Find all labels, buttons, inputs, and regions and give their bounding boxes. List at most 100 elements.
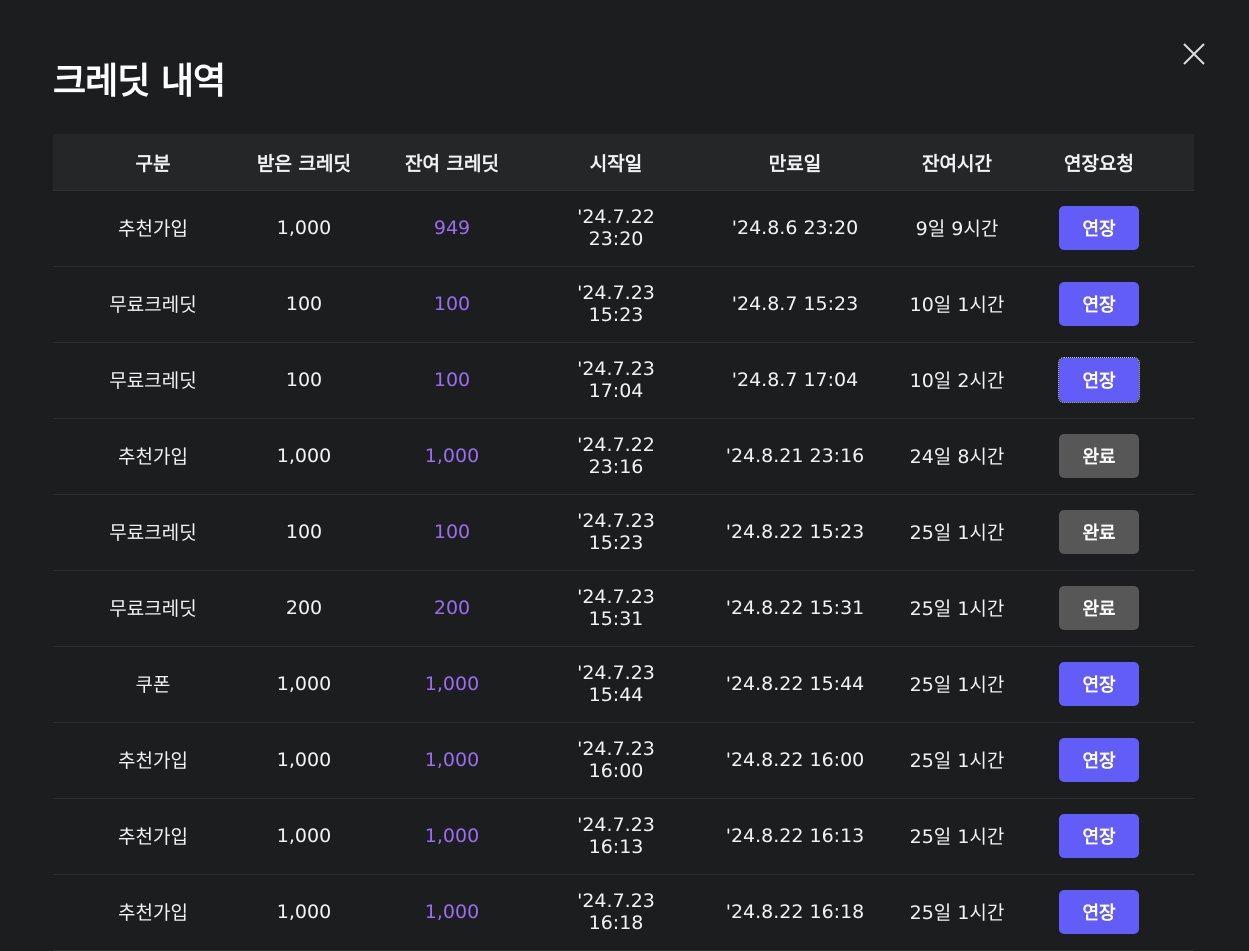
credit-table: 구분 받은 크레딧 잔여 크레딧 시작일 만료일 잔여시간 연장요청 추천가입 1… xyxy=(53,134,1194,951)
received-cell: 100 xyxy=(285,292,323,315)
remaining-cell: 100 xyxy=(433,520,471,543)
column-header-received: 받은 크레딧 xyxy=(256,152,351,175)
close-icon xyxy=(1183,43,1205,65)
start-date-cell: '24.7.23 16:00 xyxy=(577,737,655,782)
extend-button[interactable]: 연장 xyxy=(1059,281,1139,326)
column-header-time-left: 잔여시간 xyxy=(922,152,992,175)
end-date-cell: '24.8.22 15:23 xyxy=(725,520,865,543)
remaining-cell: 1,000 xyxy=(424,748,480,771)
end-date-cell: '24.8.7 15:23 xyxy=(731,292,859,315)
extend-button[interactable]: 연장 xyxy=(1058,356,1140,403)
end-date-cell: '24.8.22 15:44 xyxy=(725,672,865,695)
received-cell: 1,000 xyxy=(276,900,332,923)
table-row: 무료크레딧 100 100 '24.7.23 15:23 '24.8.7 15:23 10… xyxy=(53,267,1194,343)
table-row: 추천가입 1,000 949 '24.7.22 23:20 '24.8.6 23:20 9… xyxy=(53,191,1194,267)
received-cell: 1,000 xyxy=(276,444,332,467)
action-cell: 연장 xyxy=(1007,661,1191,706)
end-date-cell: '24.8.21 23:16 xyxy=(725,444,865,467)
table-row: 추천가입 1,000 1,000 '24.7.23 16:00 '24.8.22 16:… xyxy=(53,723,1194,799)
action-cell: 연장 xyxy=(1007,737,1191,782)
done-button[interactable]: 완료 xyxy=(1059,585,1139,630)
action-cell: 완료 xyxy=(1007,509,1191,554)
start-date-cell: '24.7.23 15:44 xyxy=(577,661,655,706)
table-row: 무료크레딧 100 100 '24.7.23 15:23 '24.8.22 15:23 2… xyxy=(53,495,1194,571)
type-cell: 추천가입 xyxy=(118,826,188,848)
column-header-remaining: 잔여 크레딧 xyxy=(404,152,499,175)
start-date-cell: '24.7.23 15:23 xyxy=(577,509,655,554)
type-cell: 추천가입 xyxy=(118,218,188,240)
type-cell: 무료크레딧 xyxy=(109,370,197,392)
table-row: 무료크레딧 100 100 '24.7.23 17:04 '24.8.7 17:04 10… xyxy=(53,343,1194,419)
start-date-cell: '24.7.22 23:16 xyxy=(577,433,655,478)
type-cell: 추천가입 xyxy=(118,446,188,468)
start-date-cell: '24.7.23 17:04 xyxy=(577,357,655,402)
start-date-cell: '24.7.23 16:18 xyxy=(577,889,655,934)
extend-button[interactable]: 연장 xyxy=(1059,661,1139,706)
action-cell: 연장 xyxy=(1007,356,1191,403)
close-button[interactable] xyxy=(1180,40,1208,68)
start-date-cell: '24.7.23 15:23 xyxy=(577,281,655,326)
action-cell: 연장 xyxy=(1007,889,1191,934)
received-cell: 1,000 xyxy=(276,216,332,239)
start-date-cell: '24.7.22 23:20 xyxy=(577,205,655,250)
modal-title: 크레딧 내역 xyxy=(53,61,226,102)
received-cell: 1,000 xyxy=(276,672,332,695)
time-left-cell: 10일 2시간 xyxy=(909,370,1005,392)
received-cell: 200 xyxy=(285,596,323,619)
time-left-cell: 10일 1시간 xyxy=(909,294,1005,316)
type-cell: 무료크레딧 xyxy=(109,522,197,544)
start-date-cell: '24.7.23 16:13 xyxy=(577,813,655,858)
time-left-cell: 25일 1시간 xyxy=(909,750,1005,772)
remaining-cell: 200 xyxy=(433,596,471,619)
type-cell: 추천가입 xyxy=(118,902,188,924)
table-row: 추천가입 1,000 1,000 '24.7.23 16:18 '24.8.22 16:… xyxy=(53,875,1194,951)
end-date-cell: '24.8.22 16:13 xyxy=(725,824,865,847)
done-button[interactable]: 완료 xyxy=(1059,433,1139,478)
end-date-cell: '24.8.22 16:18 xyxy=(725,900,865,923)
table-row: 추천가입 1,000 1,000 '24.7.23 16:13 '24.8.22 16:… xyxy=(53,799,1194,875)
end-date-cell: '24.8.6 23:20 xyxy=(731,216,859,239)
type-cell: 추천가입 xyxy=(118,750,188,772)
received-cell: 100 xyxy=(285,520,323,543)
received-cell: 1,000 xyxy=(276,748,332,771)
table-row: 무료크레딧 200 200 '24.7.23 15:31 '24.8.22 15:31 2… xyxy=(53,571,1194,647)
received-cell: 100 xyxy=(285,368,323,391)
remaining-cell: 1,000 xyxy=(424,824,480,847)
action-cell: 연장 xyxy=(1007,281,1191,326)
extend-button[interactable]: 연장 xyxy=(1059,889,1139,934)
table-row: 쿠폰 1,000 1,000 '24.7.23 15:44 '24.8.22 15:44… xyxy=(53,647,1194,723)
end-date-cell: '24.8.7 17:04 xyxy=(731,368,859,391)
remaining-cell: 1,000 xyxy=(424,900,480,923)
start-date-cell: '24.7.23 15:31 xyxy=(577,585,655,630)
time-left-cell: 9일 9시간 xyxy=(915,218,999,240)
time-left-cell: 25일 1시간 xyxy=(909,902,1005,924)
time-left-cell: 24일 8시간 xyxy=(909,446,1005,468)
table-row: 추천가입 1,000 1,000 '24.7.22 23:16 '24.8.21 23:… xyxy=(53,419,1194,495)
remaining-cell: 1,000 xyxy=(424,444,480,467)
column-header-end: 만료일 xyxy=(768,152,822,175)
end-date-cell: '24.8.22 15:31 xyxy=(725,596,865,619)
remaining-cell: 100 xyxy=(433,368,471,391)
action-cell: 완료 xyxy=(1007,585,1191,630)
time-left-cell: 25일 1시간 xyxy=(909,522,1005,544)
action-cell: 연장 xyxy=(1007,205,1191,250)
column-header-extend: 연장요청 xyxy=(1064,152,1134,175)
extend-button[interactable]: 연장 xyxy=(1059,813,1139,858)
remaining-cell: 100 xyxy=(433,292,471,315)
column-header-start: 시작일 xyxy=(589,152,643,175)
column-header-type: 구분 xyxy=(135,152,171,175)
table-header: 구분 받은 크레딧 잔여 크레딧 시작일 만료일 잔여시간 연장요청 xyxy=(53,134,1194,191)
received-cell: 1,000 xyxy=(276,824,332,847)
end-date-cell: '24.8.22 16:00 xyxy=(725,748,865,771)
remaining-cell: 1,000 xyxy=(424,672,480,695)
type-cell: 무료크레딧 xyxy=(109,598,197,620)
type-cell: 쿠폰 xyxy=(135,674,171,696)
type-cell: 무료크레딧 xyxy=(109,294,197,316)
extend-button[interactable]: 연장 xyxy=(1059,737,1139,782)
remaining-cell: 949 xyxy=(433,216,471,239)
done-button[interactable]: 완료 xyxy=(1059,509,1139,554)
extend-button[interactable]: 연장 xyxy=(1059,205,1139,250)
time-left-cell: 25일 1시간 xyxy=(909,674,1005,696)
time-left-cell: 25일 1시간 xyxy=(909,826,1005,848)
action-cell: 연장 xyxy=(1007,813,1191,858)
